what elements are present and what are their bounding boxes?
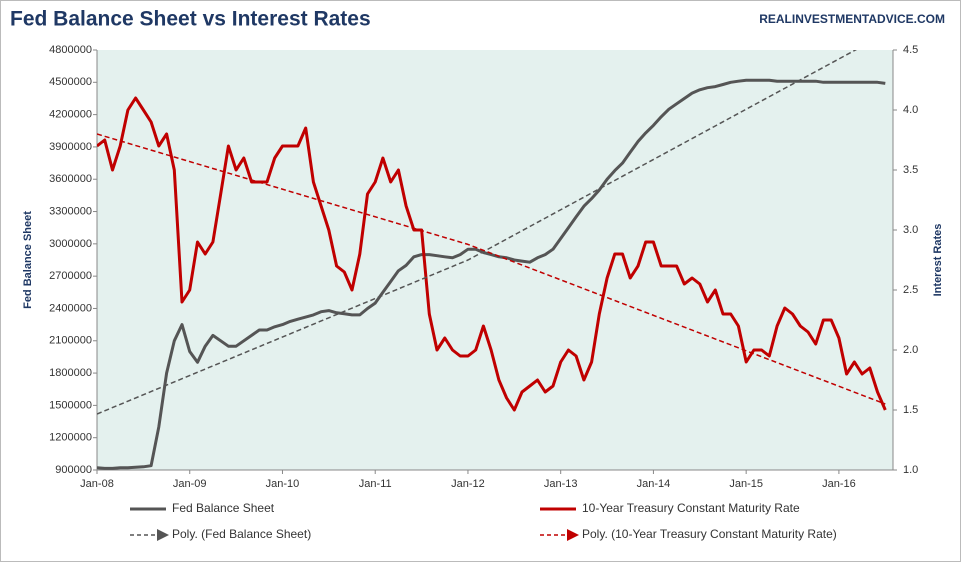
y2-axis-title: Interest Rates bbox=[932, 224, 944, 297]
x-tick-label: Jan-14 bbox=[637, 478, 671, 490]
y-tick-label: 4500000 bbox=[49, 76, 92, 88]
trend-line bbox=[97, 133, 886, 405]
y-tick-label: 4200000 bbox=[49, 109, 92, 121]
x-tick-label: Jan-16 bbox=[822, 478, 856, 490]
y-tick-label: 2400000 bbox=[49, 302, 92, 314]
y-tick-label: 3900000 bbox=[49, 141, 92, 153]
y-tick-label: 3300000 bbox=[49, 205, 92, 217]
y2-tick-label: 3.5 bbox=[903, 164, 918, 176]
legend-label: 10-Year Treasury Constant Maturity Rate bbox=[582, 501, 800, 515]
y2-tick-label: 2.0 bbox=[903, 344, 918, 356]
y2-tick-label: 3.0 bbox=[903, 224, 918, 236]
x-tick-label: Jan-15 bbox=[729, 478, 763, 490]
y-tick-label: 2700000 bbox=[49, 270, 92, 282]
y-tick-label: 1800000 bbox=[49, 367, 92, 379]
y-tick-label: 3600000 bbox=[49, 173, 92, 185]
legend-label: Poly. (Fed Balance Sheet) bbox=[172, 527, 311, 541]
x-tick-label: Jan-09 bbox=[173, 478, 207, 490]
y2-tick-label: 1.5 bbox=[903, 404, 918, 416]
x-tick-label: Jan-08 bbox=[80, 478, 114, 490]
chart-title: Fed Balance Sheet vs Interest Rates bbox=[10, 8, 371, 31]
y2-tick-label: 4.0 bbox=[903, 104, 918, 116]
y-tick-label: 3000000 bbox=[49, 238, 92, 250]
plot-area bbox=[97, 50, 893, 470]
legend-label: Fed Balance Sheet bbox=[172, 501, 275, 515]
x-tick-label: Jan-13 bbox=[544, 478, 578, 490]
series-line bbox=[97, 96, 887, 412]
plot-lines bbox=[97, 50, 887, 470]
y-tick-label: 2100000 bbox=[49, 335, 92, 347]
series-line bbox=[97, 78, 886, 470]
y2-tick-label: 2.5 bbox=[903, 284, 918, 296]
x-tick-label: Jan-11 bbox=[359, 478, 392, 490]
legend-label: Poly. (10-Year Treasury Constant Maturit… bbox=[582, 527, 837, 541]
watermark: REALINVESTMENTADVICE.COM bbox=[759, 12, 945, 26]
x-tick-label: Jan-12 bbox=[451, 478, 485, 490]
y2-tick-label: 1.0 bbox=[903, 464, 918, 476]
y2-tick-label: 4.5 bbox=[903, 44, 918, 56]
trend-line bbox=[97, 50, 857, 415]
y-tick-label: 900000 bbox=[55, 464, 92, 476]
y-tick-label: 1200000 bbox=[49, 432, 92, 444]
y-tick-label: 1500000 bbox=[49, 399, 92, 411]
y-axis-title: Fed Balance Sheet bbox=[22, 211, 34, 309]
x-tick-label: Jan-10 bbox=[266, 478, 300, 490]
y-tick-label: 4800000 bbox=[49, 44, 92, 56]
